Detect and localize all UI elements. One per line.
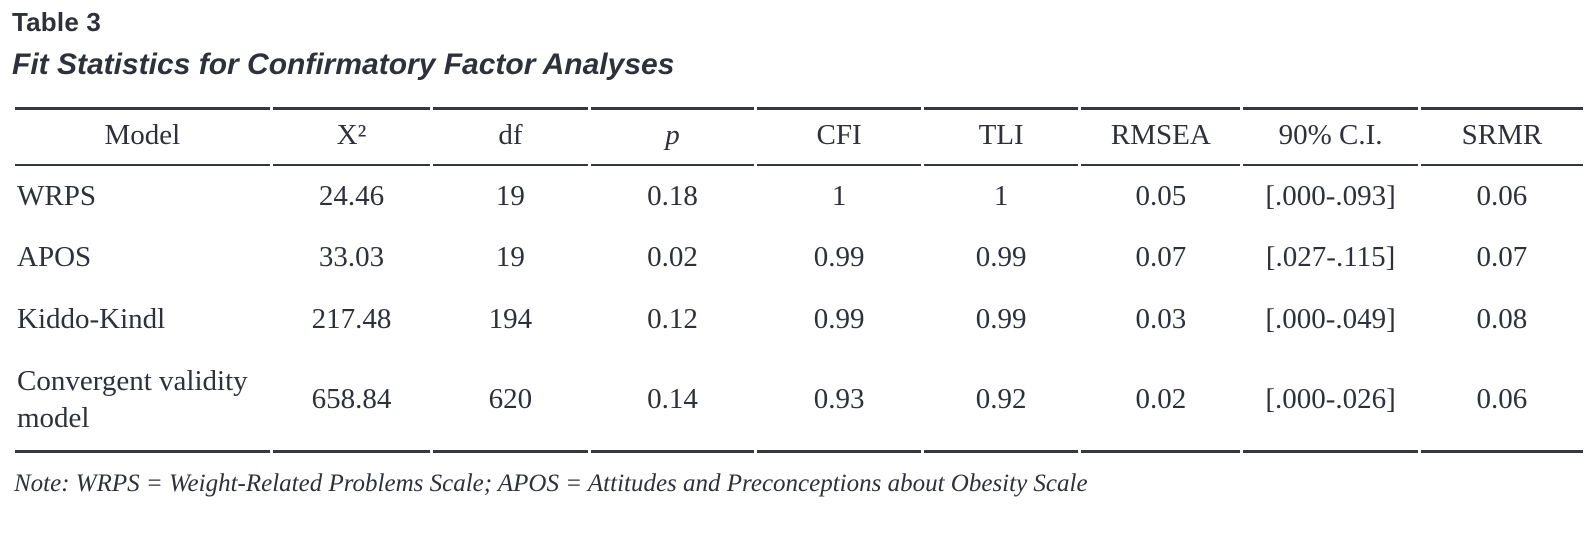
col-header-df: df xyxy=(433,106,588,166)
col-header-model: Model xyxy=(15,106,270,166)
table-row-wrps: WRPS 24.46 19 0.18 1 1 0.05 [.000-.093] … xyxy=(15,166,1583,228)
cell-ci90: [.027-.115] xyxy=(1265,241,1396,274)
cell-rmsea: 0.05 xyxy=(1135,179,1187,212)
cell-ci90: [.000-.093] xyxy=(1265,179,1396,212)
cell-tli: 1 xyxy=(993,179,1009,212)
col-header-srmr: SRMR xyxy=(1420,106,1583,166)
cell-p: 0.18 xyxy=(647,179,698,212)
table-row-convergent-validity: Convergent validity model 658.84 620 0.1… xyxy=(15,351,1583,453)
cell-cfi: 0.93 xyxy=(757,351,921,453)
cell-tli: 0.99 xyxy=(975,241,1027,274)
cell-ci90: [.000-.049] xyxy=(1265,302,1396,335)
cell-cfi: 0.99 xyxy=(813,302,865,335)
table-row-kiddo-kindl: Kiddo-Kindl 217.48 194 0.12 0.99 0.99 0.… xyxy=(15,289,1583,351)
cell-p: 0.14 xyxy=(590,351,755,453)
cell-srmr: 0.06 xyxy=(1420,351,1583,453)
table-note: Note: WRPS = Weight-Related Problems Sca… xyxy=(14,469,1088,497)
header-row: Model X² df p CFI TLI RMSEA 90% C.I. SRM… xyxy=(15,106,1583,166)
cell-chi-square: 24.46 xyxy=(318,179,385,212)
col-header-tli: TLI xyxy=(923,106,1079,166)
cell-srmr: 0.07 xyxy=(1476,241,1528,274)
table-number: Table 3 xyxy=(12,7,102,37)
col-header-ci90: 90% C.I. xyxy=(1243,106,1418,166)
cell-model: APOS xyxy=(17,241,92,274)
col-header-rmsea: RMSEA xyxy=(1081,106,1241,166)
cell-p: 0.02 xyxy=(647,241,698,274)
col-header-chi-square: X² xyxy=(272,106,431,166)
cell-chi-square: 33.03 xyxy=(318,241,385,274)
cell-chi-square: 658.84 xyxy=(272,351,431,453)
cell-cfi: 0.99 xyxy=(813,241,865,274)
cell-rmsea: 0.02 xyxy=(1081,351,1241,453)
cell-df: 19 xyxy=(495,241,525,274)
col-header-p: p xyxy=(590,106,755,166)
table-row-apos: APOS 33.03 19 0.02 0.99 0.99 0.07 [.027-… xyxy=(15,227,1583,289)
cell-rmsea: 0.07 xyxy=(1135,241,1187,274)
cell-cfi: 1 xyxy=(831,179,847,212)
col-header-cfi: CFI xyxy=(757,106,921,166)
table-title: Fit Statistics for Confirmatory Factor A… xyxy=(12,47,675,81)
cell-df: 194 xyxy=(488,302,533,335)
cell-chi-square: 217.48 xyxy=(311,302,392,335)
cell-ci90: [.000-.026] xyxy=(1243,351,1418,453)
cell-model: WRPS xyxy=(17,179,96,212)
cell-tli: 0.99 xyxy=(975,302,1027,335)
cell-rmsea: 0.03 xyxy=(1135,302,1187,335)
cell-srmr: 0.06 xyxy=(1476,179,1528,212)
cell-model: Kiddo-Kindl xyxy=(17,302,166,335)
cell-df: 620 xyxy=(433,351,588,453)
cell-srmr: 0.08 xyxy=(1476,302,1528,335)
fit-statistics-table: Model X² df p CFI TLI RMSEA 90% C.I. SRM… xyxy=(12,106,1586,453)
cell-df: 19 xyxy=(495,179,525,212)
cell-model: Convergent validity model xyxy=(15,351,270,453)
cell-tli: 0.92 xyxy=(923,351,1079,453)
table-caption: Table 3 Fit Statistics for Confirmatory … xyxy=(12,6,1586,83)
cell-p: 0.12 xyxy=(647,302,698,335)
